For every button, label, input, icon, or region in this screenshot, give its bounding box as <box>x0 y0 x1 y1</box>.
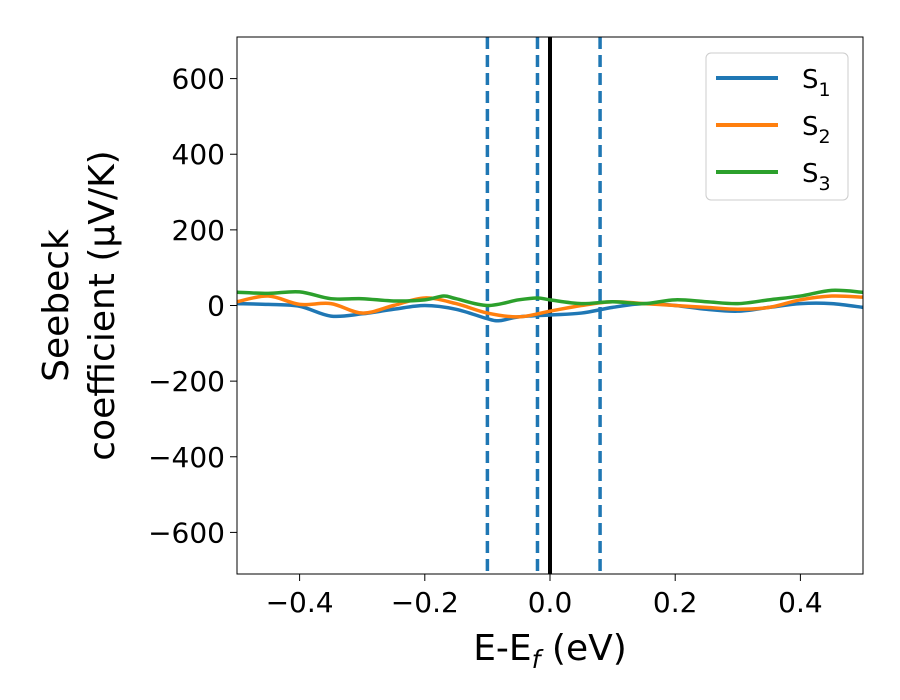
y-axis-ticks: −600 −400 −200 0 200 400 600 <box>148 63 237 549</box>
y-tick-label: −400 <box>148 441 225 474</box>
x-axis-label: E-Ef (eV) <box>473 628 627 674</box>
y-tick-label: 400 <box>172 138 225 171</box>
x-axis-ticks: −0.4 −0.2 0.0 0.2 0.4 <box>266 574 823 619</box>
legend: S1 S2 S3 <box>705 52 849 201</box>
series-lines <box>237 288 863 323</box>
y-tick-label: −200 <box>148 365 225 398</box>
y-tick-label: 600 <box>172 63 225 96</box>
y-tick-label: 200 <box>172 214 225 247</box>
y-tick-label: −600 <box>148 516 225 549</box>
x-tick-label: 0.0 <box>528 586 573 619</box>
reference-lines <box>485 37 602 574</box>
legend-label-s1: S1 <box>802 65 831 101</box>
legend-label-s3: S3 <box>802 159 831 195</box>
series-line-s2 <box>237 294 863 319</box>
x-tick-label: 0.4 <box>778 586 823 619</box>
x-tick-label: −0.2 <box>391 586 459 619</box>
legend-label-s2: S2 <box>802 112 831 148</box>
x-tick-label: 0.2 <box>653 586 698 619</box>
x-tick-label: −0.4 <box>266 586 334 619</box>
series-line-s3 <box>237 288 863 308</box>
y-tick-label: 0 <box>207 290 225 323</box>
y-axis-label: Seebeck coefficient (μV/K) <box>36 150 123 460</box>
